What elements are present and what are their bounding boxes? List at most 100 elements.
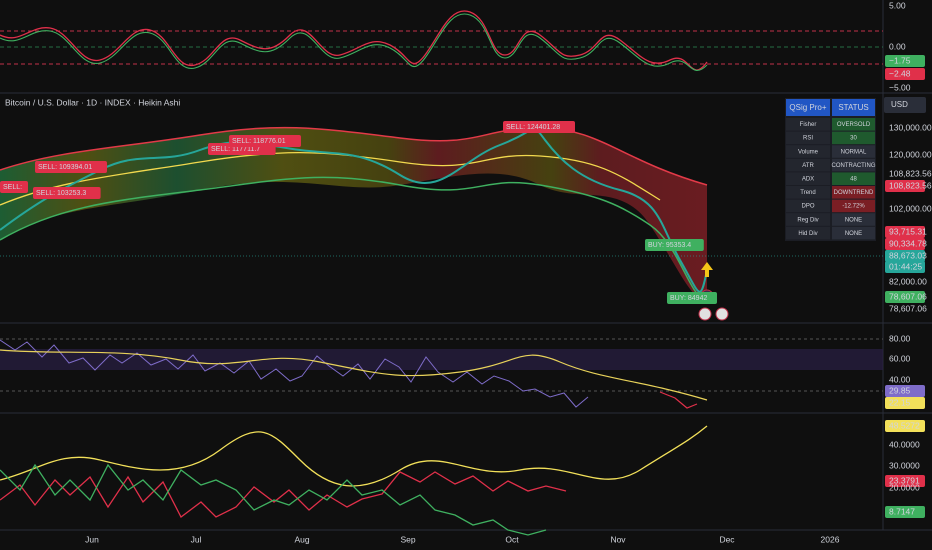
time-label: Oct: [505, 534, 519, 544]
signal-label: SELL:: [3, 184, 22, 191]
axis-label: 40.0000: [889, 439, 920, 449]
table-cell-bg: [832, 186, 875, 199]
signal-label: SELL: 118776.01: [232, 138, 286, 145]
table-cell: NONE: [845, 217, 862, 223]
axis-label: 93,715.31: [889, 226, 927, 236]
price-badge: [885, 226, 925, 238]
table-cell-bg: [832, 145, 875, 158]
time-label: Dec: [719, 534, 735, 544]
table-cell: Fisher: [800, 122, 817, 128]
axis-label: −1.75: [889, 55, 911, 65]
axis-label: 30.0000: [889, 460, 920, 470]
table-cell: OVERSOLD: [837, 122, 871, 128]
axis-label: 78,607.06: [889, 291, 927, 301]
signal-label: BUY: 95353.4: [648, 242, 691, 249]
signal-label: SELL: 117711.7: [211, 146, 260, 153]
table-cell-bg: [786, 186, 830, 199]
oscillator: [0, 10, 883, 71]
table-cell-bg: [786, 226, 830, 240]
table-cell-bg: [832, 213, 875, 226]
table-cell-bg: [832, 199, 875, 213]
time-label: Aug: [294, 534, 309, 544]
axis-label: 82,000.00: [889, 276, 927, 286]
signal-label-bg: [33, 187, 101, 199]
table-cell-bg: [786, 213, 830, 226]
table-cell: NORMAL: [841, 149, 867, 155]
table-cell: ADX: [802, 176, 814, 182]
table-header: QSig Pro+: [789, 103, 826, 112]
table-cell-bg: [832, 118, 875, 131]
table-cell: -12.72%: [842, 204, 865, 210]
price-badge: [885, 261, 925, 273]
table-cell-bg: [786, 172, 830, 185]
axis-label: 102,000.00: [889, 203, 932, 213]
table-cell: CONTRACTING: [832, 163, 876, 169]
time-label: Sep: [400, 534, 415, 544]
table-cell-bg: [786, 199, 830, 213]
table-cell: DPO: [801, 204, 814, 210]
time-label: Nov: [610, 534, 626, 544]
table-cell-bg: [832, 158, 875, 172]
table-cell: Reg Div: [797, 217, 818, 223]
table-cell: NONE: [845, 231, 862, 237]
time-label: Jun: [85, 534, 99, 544]
axis-label: 22.15: [889, 397, 911, 407]
axis-label: 108,823.56: [889, 180, 932, 190]
price-badge: [885, 238, 925, 250]
price-badge: [885, 291, 925, 303]
axis-label: −5.00: [889, 82, 911, 92]
symbol-title: Bitcoin / U.S. Dollar · 1D · INDEX · Hei…: [5, 97, 180, 107]
axis-label: 90,334.78: [889, 238, 927, 248]
price-badge: [885, 68, 925, 80]
signal-label-bg: [667, 292, 717, 304]
axis-label: −2.48: [889, 68, 911, 78]
axis-label: 40.00: [889, 374, 911, 384]
table-cell: DOWNTREND: [834, 190, 874, 196]
axis-label: 23.3791: [889, 475, 920, 485]
price-badge: [885, 385, 925, 397]
signal-label: SELL: 124401.28: [506, 124, 560, 131]
signal-label-bg: [503, 121, 575, 133]
signal-label: SELL: 103253.3: [36, 190, 86, 197]
table-cell: 30: [850, 136, 857, 142]
table-header-bg: [786, 99, 830, 116]
price-badge: [885, 475, 925, 487]
axis-label: 48.5272: [889, 420, 920, 430]
price-badge: [885, 180, 925, 192]
price-badge: [885, 397, 925, 409]
table-cell: Volume: [798, 149, 819, 155]
price-badge: [885, 506, 925, 518]
dmi: [0, 425, 708, 536]
separators: [0, 0, 932, 531]
axis-label: 88,673.03: [889, 250, 927, 260]
table-cell: Hid Div: [798, 231, 817, 237]
signal-label-bg: [35, 161, 107, 173]
time-label: Jul: [191, 534, 202, 544]
axis-label: 8.7147: [889, 506, 915, 516]
table-cell-bg: [832, 226, 875, 240]
time-label: 2026: [821, 534, 840, 544]
signal-label-bg: [229, 135, 301, 147]
price-badge: [885, 55, 925, 67]
axis-label: 60.00: [889, 353, 911, 363]
axis-label: 80.00: [889, 333, 911, 343]
axis-label: 0.00: [889, 41, 906, 51]
axis-label: 5.00: [889, 0, 906, 10]
table-cell-bg: [832, 172, 875, 185]
table-cell: 48: [850, 176, 857, 182]
axis-label: 130,000.00: [889, 122, 932, 132]
signal-label-bg: [645, 239, 704, 251]
table-cell-bg: [786, 131, 830, 145]
table-cell: Trend: [800, 190, 815, 196]
price-badge: [885, 250, 925, 262]
axis-label: 120,000.00: [889, 149, 932, 159]
signal-label: BUY: 84942: [670, 295, 707, 302]
axis-label: 01:44:25: [889, 261, 922, 271]
axis-label: 29.85: [889, 385, 911, 395]
rsi: [0, 338, 883, 409]
currency[interactable]: USD: [891, 100, 908, 109]
signal-label: SELL: 109394.01: [38, 164, 92, 171]
table-cell: ATR: [802, 163, 814, 169]
table-cell-bg: [786, 158, 830, 172]
